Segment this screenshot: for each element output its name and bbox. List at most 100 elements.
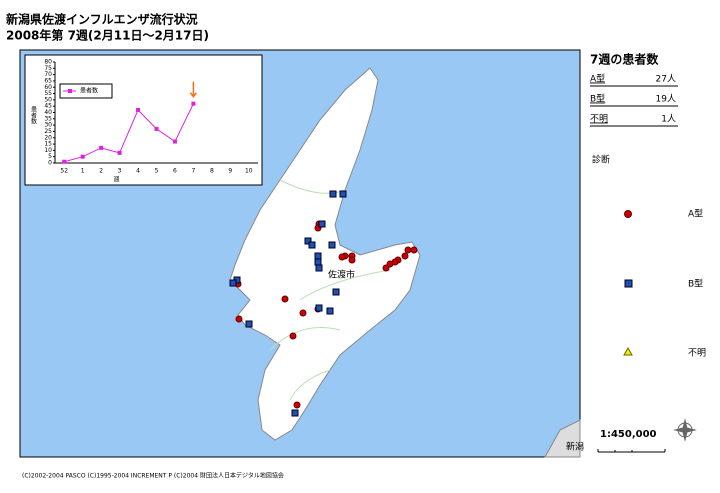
x-tick-label: 7 [191, 168, 195, 175]
y-tick-label: 75 [44, 65, 52, 72]
y-tick-label: 5 [48, 153, 52, 160]
case-a [391, 258, 399, 266]
case-a [299, 309, 307, 317]
y-tick-label: 65 [44, 77, 52, 84]
legend-box [59, 83, 113, 99]
series-line [64, 103, 194, 163]
case-b [291, 409, 299, 417]
point [172, 139, 177, 144]
case-a [410, 246, 418, 254]
x-tick-label: 4 [136, 168, 140, 175]
y-tick-label: 30 [44, 122, 52, 129]
case-a [348, 256, 356, 264]
case-b [315, 304, 323, 312]
island [229, 67, 421, 441]
map-label: 新潟 [566, 441, 584, 453]
panel-title: 7週の患者数 [590, 52, 659, 67]
y-tick-label: 50 [44, 96, 52, 103]
case-a [382, 264, 390, 272]
y-tick-label: 25 [44, 128, 52, 135]
row-label: A型 [590, 74, 605, 85]
row-count: 27人 [656, 74, 676, 85]
case-b [318, 220, 326, 228]
case-b [339, 190, 347, 198]
legend-swatch [68, 89, 72, 93]
y-tick-label: 40 [44, 109, 52, 116]
x-tick-label: 5 [155, 168, 159, 175]
subtitle: 2008年第 7週(2月11日～2月17日) [6, 28, 209, 43]
y-tick-label: 0 [48, 160, 52, 167]
compass [673, 418, 697, 442]
case-a [404, 246, 412, 254]
case-a [293, 401, 301, 409]
y-tick-label: 15 [44, 141, 52, 148]
case-b [308, 241, 316, 249]
map-label: 佐渡市 [328, 269, 355, 281]
y-tick-label: 20 [44, 134, 52, 141]
case-b [304, 237, 312, 245]
inset-chart [24, 54, 263, 186]
legend-label: 不明 [688, 348, 706, 359]
x-label: 週 [113, 176, 119, 184]
case-a [281, 295, 289, 303]
legend-label: B型 [688, 279, 703, 290]
legend-c [623, 346, 633, 356]
point [117, 150, 122, 155]
point [62, 159, 67, 164]
x-tick-label: 3 [118, 168, 122, 175]
legend-b [624, 279, 633, 288]
case-a [289, 332, 297, 340]
x-tick-label: 6 [173, 168, 177, 175]
x-tick-label: 52 [60, 168, 68, 175]
case-b [326, 307, 334, 315]
roads [269, 179, 391, 401]
mainland [544, 419, 581, 458]
case-b [245, 320, 253, 328]
point [136, 107, 141, 112]
title: 新潟県佐渡インフルエンザ流行状況 [6, 12, 198, 27]
case-b [332, 288, 340, 296]
y-tick-label: 55 [44, 90, 52, 97]
y-tick-label: 10 [44, 147, 52, 154]
case-b [229, 279, 237, 287]
case-markers [229, 190, 418, 417]
y-tick-label: 60 [44, 84, 52, 91]
row-count: 1人 [661, 114, 676, 125]
scale-bar [597, 449, 666, 453]
case-b [314, 252, 322, 260]
row-label: B型 [590, 94, 605, 105]
footer: (C)2002-2004 PASCO (C)1995-2004 INCREMEN… [22, 472, 284, 480]
legend-label: A型 [688, 209, 703, 220]
case-a [338, 253, 346, 261]
x-tick-label: 9 [228, 168, 232, 175]
x-tick-label: 10 [245, 168, 253, 175]
y-label: 患者数 [30, 105, 37, 125]
legend-label: 患者数 [80, 87, 98, 95]
y-tick-label: 70 [44, 71, 52, 78]
row-count: 19人 [656, 94, 676, 105]
y-tick-label: 35 [44, 115, 52, 122]
x-tick-label: 8 [210, 168, 214, 175]
y-tick-label: 45 [44, 103, 52, 110]
current-week-arrow [189, 81, 198, 98]
case-b [315, 264, 323, 272]
case-b [329, 190, 337, 198]
scale: 1:450,000 [600, 429, 657, 440]
x-tick-label: 1 [81, 168, 85, 175]
point [154, 126, 159, 131]
case-a [235, 315, 243, 323]
case-b [314, 258, 322, 266]
point [99, 145, 104, 150]
y-tick-label: 80 [44, 59, 52, 66]
x-tick-label: 2 [99, 168, 103, 175]
case-b [328, 241, 336, 249]
case-a [401, 252, 409, 260]
row-label: 不明 [590, 114, 608, 125]
legend-a [624, 210, 632, 218]
point [191, 101, 196, 106]
legend-title: 診断 [592, 154, 610, 166]
point [80, 154, 85, 159]
